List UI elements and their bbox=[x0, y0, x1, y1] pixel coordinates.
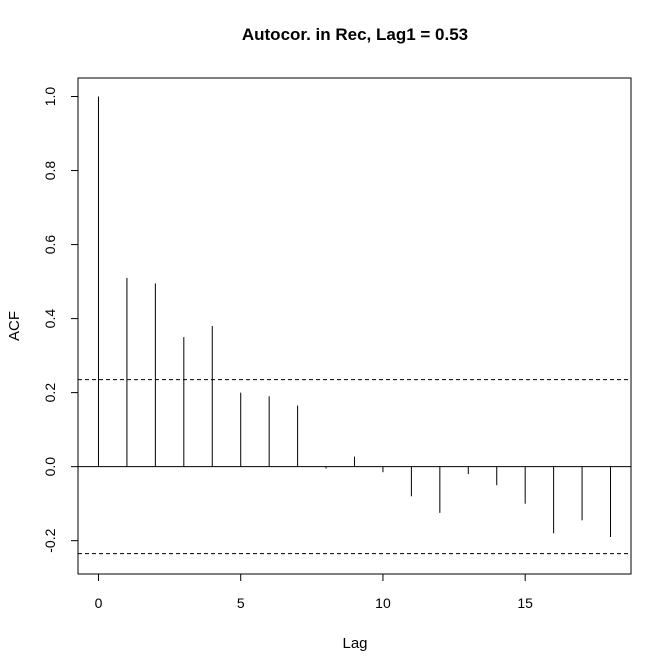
chart-title: Autocor. in Rec, Lag1 = 0.53 bbox=[242, 25, 468, 44]
x-tick-label: 5 bbox=[237, 595, 245, 611]
x-axis: 0 5 10 15 bbox=[95, 573, 533, 611]
x-tick-label: 0 bbox=[95, 595, 103, 611]
y-axis-label: ACF bbox=[6, 311, 23, 341]
confidence-bounds bbox=[78, 379, 631, 555]
y-tick-label: 0.6 bbox=[42, 235, 58, 255]
y-tick-label: 0.8 bbox=[42, 161, 58, 181]
y-tick-label: 0.2 bbox=[42, 383, 58, 403]
x-tick-label: 10 bbox=[375, 595, 391, 611]
x-axis-label: Lag bbox=[342, 635, 367, 652]
y-axis: -0.2 0.0 0.2 0.4 0.6 0.8 1.0 bbox=[42, 87, 79, 553]
plot-frame bbox=[77, 77, 632, 575]
acf-bars bbox=[97, 96, 612, 537]
y-tick-label: 0.0 bbox=[42, 457, 58, 477]
y-tick-label: 0.4 bbox=[42, 309, 58, 329]
x-tick-label: 15 bbox=[517, 595, 533, 611]
y-tick-label: -0.2 bbox=[42, 528, 58, 552]
y-tick-label: 1.0 bbox=[42, 87, 58, 107]
